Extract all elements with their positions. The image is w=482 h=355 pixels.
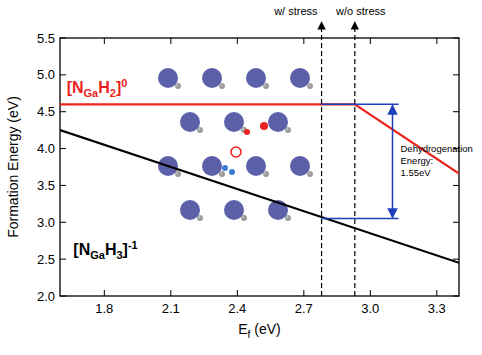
y-tick-label: 5.0 — [37, 67, 55, 82]
y-tick — [60, 38, 66, 39]
x-tick-label: 3.3 — [428, 301, 446, 316]
inset-atom — [290, 68, 310, 88]
inset-atom — [290, 156, 310, 176]
x-tick — [303, 38, 304, 44]
inset-vacancy — [231, 147, 241, 157]
y-tick — [453, 38, 459, 39]
plot-lines — [60, 104, 459, 262]
series-line — [60, 104, 459, 173]
dehydrogenation-arrow — [392, 105, 394, 217]
plot-frame — [60, 38, 459, 296]
series-label: [NGaH2]0 — [67, 77, 128, 99]
dehydrogenation-label: DehydrogenationEnergy:1.55eV — [401, 143, 473, 178]
inset-atom — [180, 112, 200, 132]
x-tick — [436, 38, 437, 44]
y-tick — [60, 222, 66, 223]
y-tick — [60, 185, 66, 186]
x-tick — [370, 290, 371, 296]
stress-label: w/o stress — [335, 5, 386, 17]
bracket-line — [322, 218, 399, 220]
inset-atom — [244, 129, 250, 135]
x-tick — [170, 38, 171, 44]
x-tick-label: 2.1 — [162, 301, 180, 316]
y-tick — [453, 111, 459, 112]
inset-structure — [158, 68, 313, 221]
x-tick-label: 2.7 — [295, 301, 313, 316]
y-tick-label: 3.5 — [37, 178, 55, 193]
x-tick-label: 2.4 — [228, 301, 246, 316]
x-axis-title: Ef (eV) — [238, 321, 280, 340]
x-tick — [104, 290, 105, 296]
inset-atom — [224, 112, 244, 132]
series-line — [60, 130, 459, 263]
x-tick — [303, 290, 304, 296]
inset-atom — [202, 68, 222, 88]
y-tick — [453, 74, 459, 75]
y-axis-title: Formation Energy (eV) — [5, 96, 21, 238]
y-tick — [453, 296, 459, 297]
bracket-line — [322, 104, 399, 106]
x-tick — [237, 290, 238, 296]
inset-atom — [158, 68, 178, 88]
inset-atom — [222, 165, 228, 171]
stress-line — [354, 22, 355, 296]
y-tick — [60, 74, 66, 75]
y-tick-label: 2.5 — [37, 252, 55, 267]
y-tick — [60, 111, 66, 112]
inset-atom — [260, 122, 268, 130]
stress-line — [321, 22, 322, 296]
y-tick-label: 4.0 — [37, 141, 55, 156]
y-tick-label: 2.0 — [37, 289, 55, 304]
y-tick — [60, 148, 66, 149]
x-tick — [237, 38, 238, 44]
inset-atom — [224, 200, 244, 220]
x-tick-label: 1.8 — [95, 301, 113, 316]
inset-atom — [246, 68, 266, 88]
chart: 1.8 2.1 2.4 2.7 3.0 3.3 2.0 2.5 3.0 3.5 4.0 4.5 5.0 5… — [0, 0, 482, 355]
inset-atom — [180, 200, 200, 220]
stress-label: w/ stress — [273, 5, 318, 17]
inset-atom — [268, 112, 288, 132]
x-tick — [104, 38, 105, 44]
inset-atom — [246, 156, 266, 176]
y-tick — [60, 296, 66, 297]
y-tick — [453, 185, 459, 186]
y-tick — [60, 259, 66, 260]
x-tick-label: 3.0 — [361, 301, 379, 316]
y-tick-label: 3.0 — [37, 215, 55, 230]
series-label: [NGaH3]-1 — [73, 239, 137, 261]
x-tick — [436, 290, 437, 296]
x-tick — [370, 38, 371, 44]
y-tick-label: 4.5 — [37, 104, 55, 119]
y-tick — [453, 259, 459, 260]
y-tick — [453, 222, 459, 223]
y-tick-label: 5.5 — [37, 31, 55, 46]
inset-atom — [202, 156, 222, 176]
x-tick — [170, 290, 171, 296]
inset-atom — [229, 169, 235, 175]
